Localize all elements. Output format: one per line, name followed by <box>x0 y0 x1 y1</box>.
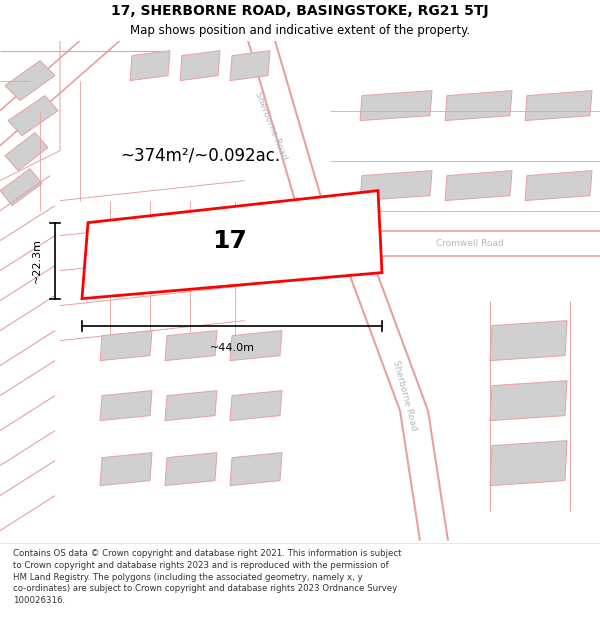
Polygon shape <box>82 191 382 299</box>
Polygon shape <box>230 452 282 486</box>
Polygon shape <box>5 132 48 171</box>
Text: Map shows position and indicative extent of the property.: Map shows position and indicative extent… <box>130 24 470 37</box>
Polygon shape <box>5 61 55 101</box>
Polygon shape <box>230 51 270 81</box>
Polygon shape <box>360 91 432 121</box>
Polygon shape <box>490 381 567 421</box>
Polygon shape <box>100 331 152 361</box>
Polygon shape <box>100 452 152 486</box>
Polygon shape <box>165 452 217 486</box>
Text: 17, SHERBORNE ROAD, BASINGSTOKE, RG21 5TJ: 17, SHERBORNE ROAD, BASINGSTOKE, RG21 5T… <box>111 4 489 18</box>
Text: ~44.0m: ~44.0m <box>209 342 254 352</box>
Polygon shape <box>445 91 512 121</box>
Polygon shape <box>490 441 567 486</box>
Polygon shape <box>100 391 152 421</box>
Polygon shape <box>0 169 42 206</box>
Polygon shape <box>360 171 432 201</box>
Polygon shape <box>165 391 217 421</box>
Polygon shape <box>230 331 282 361</box>
Polygon shape <box>230 391 282 421</box>
Text: Contains OS data © Crown copyright and database right 2021. This information is : Contains OS data © Crown copyright and d… <box>13 549 402 605</box>
Text: Cromwell Road: Cromwell Road <box>436 239 504 248</box>
Polygon shape <box>525 171 592 201</box>
Polygon shape <box>180 51 220 81</box>
Text: Sherborne Road: Sherborne Road <box>253 90 289 161</box>
Polygon shape <box>490 321 567 361</box>
Text: ~22.3m: ~22.3m <box>32 238 42 283</box>
Polygon shape <box>525 91 592 121</box>
Text: 17: 17 <box>212 229 247 253</box>
Text: Sherborne Road: Sherborne Road <box>391 359 419 432</box>
Polygon shape <box>130 51 170 81</box>
Polygon shape <box>445 171 512 201</box>
Polygon shape <box>8 96 58 136</box>
Text: ~374m²/~0.092ac.: ~374m²/~0.092ac. <box>120 147 280 164</box>
Polygon shape <box>165 331 217 361</box>
